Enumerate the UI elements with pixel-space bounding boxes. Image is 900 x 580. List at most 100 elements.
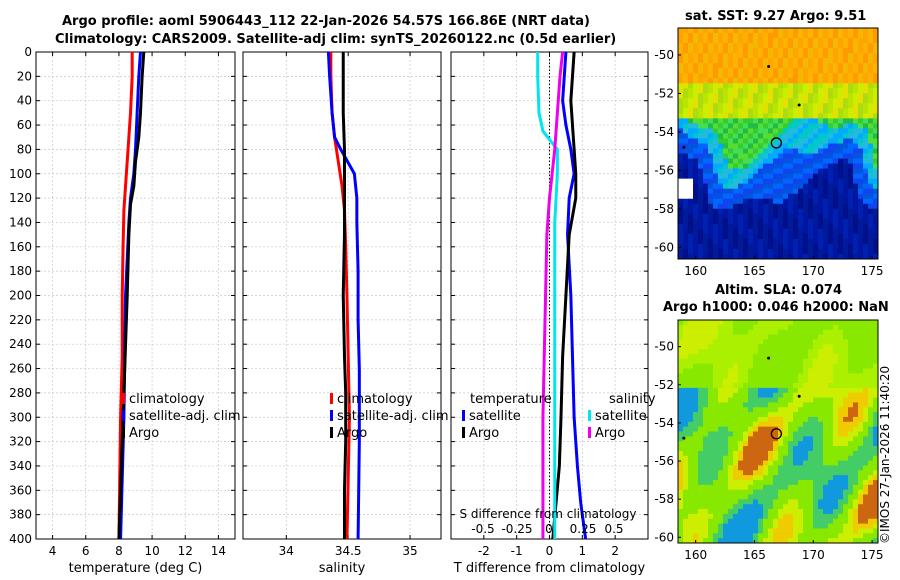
heatmap-cell [738,324,744,331]
heatmap-cell [678,223,684,230]
heatmap-cell [783,118,789,124]
heatmap-cell [683,188,689,195]
heatmap-cell [788,103,794,109]
heatmap-cell [698,138,704,144]
heatmap-cell [723,243,729,250]
heatmap-cell [843,368,849,374]
heatmap-cell [708,412,714,418]
heatmap-cell [763,363,769,369]
heatmap-cell [773,93,779,99]
heatmap-cell [723,412,729,418]
heatmap-cell [788,198,794,205]
heatmap-cell [763,33,769,39]
heatmap-cell [773,43,779,49]
heatmap-cell [853,93,859,99]
heatmap-cell [733,475,739,481]
heatmap-cell [723,93,729,99]
heatmap-cell [708,378,714,384]
heatmap-cell [683,489,689,495]
heatmap-cell [748,183,754,190]
heatmap-cell [728,173,734,180]
heatmap-cell [793,363,799,369]
heatmap-cell [803,228,809,235]
heatmap-cell [733,238,739,245]
y-tick-label: 300 [9,410,32,424]
heatmap-cell [793,504,799,510]
heatmap-cell [858,233,864,240]
heatmap-cell [763,397,769,403]
heatmap-cell [763,334,769,340]
heatmap-cell [838,163,844,170]
heatmap-cell [713,344,719,350]
heatmap-cell [808,158,814,164]
heatmap-cell [728,397,734,403]
heatmap-cell [868,334,874,340]
heatmap-cell [788,223,794,230]
heatmap-cell [693,368,699,374]
heatmap-cell [848,233,854,240]
heatmap-cell [863,387,869,394]
heatmap-cell [868,465,874,471]
heatmap-cell [713,98,719,104]
heatmap-cell [733,416,739,423]
heatmap-cell [803,223,809,230]
heatmap-cell [783,213,789,220]
heatmap-cell [848,98,854,104]
heatmap-cell [773,358,779,365]
heatmap-cell [683,523,689,529]
heatmap-cell [838,339,844,345]
heatmap-cell [808,108,814,114]
heatmap-cell [793,431,799,437]
heatmap-cell [728,494,734,500]
heatmap-cell [813,103,819,109]
heatmap-cell [763,349,769,355]
heatmap-cell [793,203,799,210]
heatmap-cell [758,344,764,350]
legend-label: Argo [595,426,625,441]
heatmap-cell [853,509,859,515]
heatmap-cell [753,83,759,89]
heatmap-cell [858,173,864,180]
heatmap-cell [743,98,749,104]
heatmap-cell [723,143,729,149]
heatmap-cell [698,243,704,250]
heatmap-cell [833,441,839,447]
heatmap-cell [738,38,744,44]
heatmap-cell [713,407,719,413]
heatmap-cell [723,373,729,379]
heatmap-cell [703,353,709,360]
heatmap-cell [683,223,689,230]
heatmap-cell [788,228,794,235]
heatmap-cell [868,349,874,355]
argo-position-marker [770,137,783,149]
heatmap-cell [843,118,849,124]
heatmap-cell [793,349,799,355]
heatmap-cell [743,33,749,39]
heatmap-cell [848,228,854,235]
heatmap-cell [858,248,864,255]
heatmap-cell [713,113,719,119]
heatmap-cell [768,173,774,180]
heatmap-cell [703,412,709,418]
heatmap-cell [813,113,819,119]
heatmap-cell [788,339,794,345]
heatmap-cell [818,334,824,340]
heatmap-cell [798,324,804,331]
heatmap-cell [703,233,709,240]
heatmap-cell [873,353,879,360]
heatmap-cell [748,407,754,413]
heatmap-cell [703,153,709,159]
heatmap-cell [803,358,809,365]
heatmap-cell [813,533,819,539]
heatmap-cell [718,168,724,175]
heatmap-cell [873,455,879,461]
heatmap-cell [823,436,829,442]
heatmap-cell [828,358,834,365]
heatmap-cell [808,148,814,154]
heatmap-cell [733,228,739,235]
heatmap-cell [713,513,719,520]
heatmap-cell [833,198,839,205]
heatmap-cell [768,416,774,423]
heatmap-cell [778,248,784,255]
heatmap-cell [798,188,804,195]
